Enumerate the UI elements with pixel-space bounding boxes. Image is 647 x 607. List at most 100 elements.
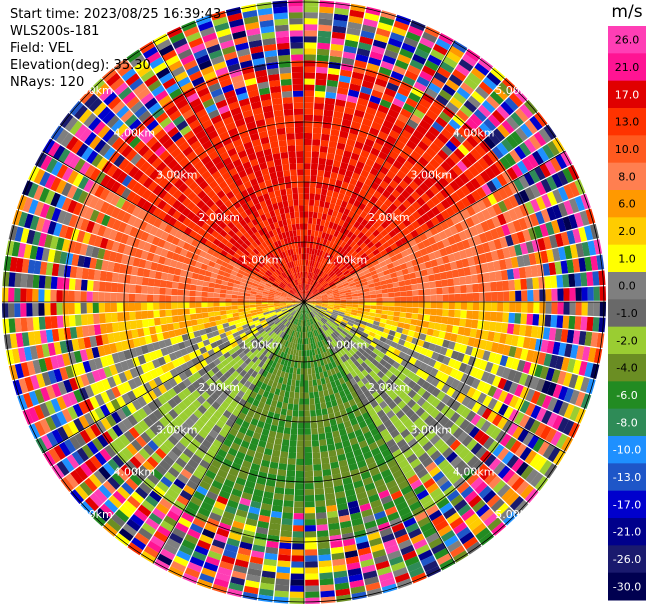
gate-cell (290, 573, 304, 580)
gate-cell (406, 307, 413, 313)
gate-cell (307, 306, 312, 313)
gate-cell (426, 394, 436, 405)
gate-cell (330, 540, 343, 549)
gate-cell (452, 233, 462, 243)
gate-cell (368, 217, 377, 226)
gate-cell (425, 147, 437, 158)
gate-cell (481, 183, 492, 196)
gate-cell (318, 554, 332, 562)
gate-cell (427, 54, 442, 67)
gate-cell (327, 308, 334, 312)
gate-cell (329, 202, 336, 210)
gate-cell (471, 202, 482, 214)
gate-cell (293, 513, 304, 520)
gate-cell (352, 299, 359, 302)
gate-cell (321, 281, 328, 287)
gate-cell (508, 312, 516, 324)
gate-cell (342, 439, 351, 448)
gate-cell (297, 422, 304, 429)
gate-cell (453, 342, 462, 352)
gate-cell (455, 334, 464, 344)
gate-cell (384, 258, 393, 265)
gate-cell (398, 373, 407, 382)
gate-cell (322, 469, 332, 477)
gate-cell (501, 487, 515, 502)
gate-cell (401, 346, 409, 354)
gate-cell (466, 472, 480, 486)
gate-cell (305, 277, 308, 285)
gate-cell (427, 82, 442, 94)
gate-cell (307, 235, 311, 242)
gate-cell (493, 461, 506, 475)
gate-cell (424, 302, 431, 309)
gate-cell (355, 246, 363, 254)
gate-cell (568, 315, 576, 330)
gate-cell (441, 144, 453, 157)
gate-cell (491, 146, 504, 160)
gate-cell (452, 427, 464, 439)
gate-cell (493, 86, 509, 101)
gate-cell (399, 263, 408, 270)
gate-cell (398, 317, 406, 323)
gate-cell (401, 464, 413, 475)
gate-cell (424, 260, 433, 269)
gate-cell (288, 446, 297, 453)
gate-cell (524, 417, 536, 431)
gate-cell (394, 331, 402, 339)
gate-cell (344, 326, 352, 332)
gate-cell (129, 275, 137, 285)
gate-cell (308, 343, 312, 351)
gate-cell (364, 302, 371, 306)
gate-cell (463, 266, 471, 276)
gate-cell (453, 148, 465, 160)
gate-cell (86, 313, 94, 325)
gate-cell (325, 330, 331, 337)
gate-cell (359, 503, 372, 512)
gate-cell (323, 324, 329, 331)
gate-cell (437, 442, 450, 455)
gate-cell (307, 284, 310, 291)
gate-cell (378, 66, 392, 77)
gate-cell (483, 118, 497, 132)
gate-cell (395, 270, 404, 277)
gate-cell (305, 290, 309, 297)
gate-cell (445, 435, 457, 447)
gate-cell (225, 306, 232, 311)
gate-cell (502, 344, 511, 356)
gate-cell (325, 195, 332, 203)
gate-cell (555, 355, 564, 370)
gate-cell (311, 157, 319, 164)
gate-cell (146, 294, 154, 302)
gate-cell (431, 397, 441, 408)
gate-cell (416, 256, 425, 265)
gate-cell (441, 238, 451, 248)
gate-cell (307, 313, 311, 320)
gate-cell (368, 233, 376, 242)
gate-cell (395, 409, 406, 419)
gate-cell (360, 252, 368, 260)
gate-cell (355, 283, 363, 288)
gate-cell (478, 485, 492, 499)
gate-cell (432, 470, 445, 483)
gate-cell (314, 282, 320, 288)
gate-cell (369, 51, 384, 61)
gate-cell (402, 209, 412, 218)
gate-cell (551, 369, 561, 384)
gate-cell (353, 220, 361, 229)
gate-cell (321, 457, 330, 465)
gate-cell (408, 92, 421, 103)
gate-cell (352, 296, 359, 300)
gate-cell (521, 290, 528, 302)
gate-cell (2, 303, 9, 318)
gate-cell (317, 421, 324, 429)
gate-cell (579, 210, 590, 226)
gate-cell (558, 342, 567, 357)
gate-cell (371, 237, 379, 245)
gate-cell (331, 235, 337, 243)
gate-cell (375, 267, 383, 274)
gate-cell (406, 561, 422, 573)
gate-cell (472, 292, 480, 302)
gate-cell (334, 392, 341, 400)
gate-cell (545, 289, 552, 301)
gate-cell (414, 161, 425, 172)
